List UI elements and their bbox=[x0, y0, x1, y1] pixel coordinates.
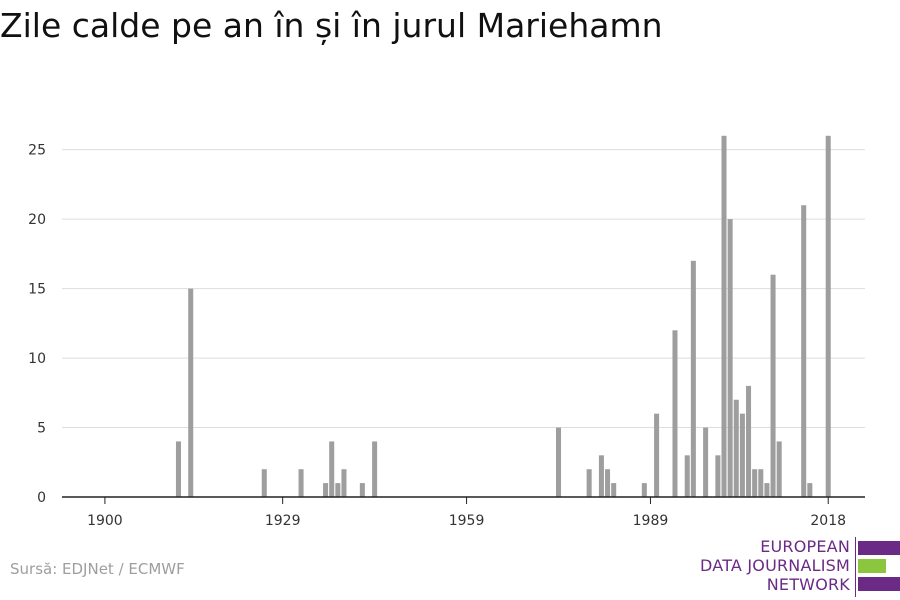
bar-2015 bbox=[807, 483, 813, 497]
bar-1996 bbox=[690, 260, 696, 497]
bar-2005 bbox=[746, 385, 752, 497]
logo-line-1: EUROPEAN bbox=[760, 537, 850, 556]
bar-2014 bbox=[801, 205, 807, 497]
gridlines bbox=[62, 149, 865, 429]
bar-1979 bbox=[586, 469, 592, 497]
bar-2006 bbox=[752, 469, 758, 497]
logo-bar-purple-top bbox=[858, 541, 900, 555]
bar-2008 bbox=[764, 483, 770, 497]
bar-chart: 0 5 10 15 20 25 1900 1929 1959 1989 2018 bbox=[28, 135, 865, 529]
bar-1981 bbox=[598, 455, 604, 497]
bar-2000 bbox=[715, 455, 721, 497]
bar-1938 bbox=[335, 483, 341, 497]
axes: 0 5 10 15 20 25 1900 1929 1959 1989 2018 bbox=[28, 143, 865, 529]
bar-1982 bbox=[605, 469, 611, 497]
bar-1914 bbox=[188, 288, 194, 497]
bar-2002 bbox=[727, 219, 733, 497]
x-tick-label: 1959 bbox=[449, 513, 485, 529]
bar-1974 bbox=[555, 427, 562, 497]
y-tick-label: 10 bbox=[28, 351, 46, 367]
chart-title: Zile calde pe an în și în jurul Marieham… bbox=[0, 6, 663, 45]
x-tick-label: 1929 bbox=[265, 513, 301, 529]
bars bbox=[175, 135, 831, 498]
bar-2003 bbox=[733, 399, 739, 497]
x-tick-label: 2018 bbox=[810, 513, 846, 529]
y-tick-label: 0 bbox=[37, 490, 46, 506]
bar-1926 bbox=[261, 469, 267, 497]
bar-1939 bbox=[341, 469, 347, 497]
bar-1983 bbox=[611, 483, 617, 497]
x-tick-label: 1900 bbox=[87, 513, 123, 529]
logo-bar-purple-bottom bbox=[858, 577, 900, 591]
bar-2001 bbox=[721, 135, 727, 498]
bar-1944 bbox=[372, 441, 378, 497]
bar-2004 bbox=[739, 413, 745, 497]
y-tick-label: 25 bbox=[28, 143, 46, 159]
bar-1932 bbox=[298, 469, 304, 497]
bar-1936 bbox=[323, 483, 329, 497]
bar-1998 bbox=[703, 427, 709, 497]
bar-1942 bbox=[359, 483, 365, 497]
bar-1988 bbox=[641, 483, 647, 497]
logo-bar-green bbox=[858, 559, 886, 573]
bar-1912 bbox=[175, 441, 181, 497]
y-tick-label: 15 bbox=[28, 282, 46, 298]
y-tick-label: 5 bbox=[37, 421, 46, 437]
bar-2010 bbox=[776, 441, 782, 497]
bar-1995 bbox=[684, 455, 690, 497]
edjnet-logo: EUROPEAN DATA JOURNALISM NETWORK bbox=[700, 537, 900, 597]
bar-1990 bbox=[654, 413, 660, 497]
y-tick-label: 20 bbox=[28, 212, 46, 228]
logo-divider bbox=[855, 537, 856, 597]
bar-2009 bbox=[770, 274, 776, 497]
x-tick-label: 1989 bbox=[633, 513, 669, 529]
bar-1937 bbox=[329, 441, 335, 497]
bar-2018 bbox=[825, 135, 831, 498]
bar-1993 bbox=[672, 330, 678, 497]
logo-line-3: NETWORK bbox=[766, 575, 850, 594]
source-note: Sursă: EDJNet / ECMWF bbox=[10, 560, 185, 578]
bar-2007 bbox=[758, 469, 764, 497]
logo-line-2: DATA JOURNALISM bbox=[700, 556, 850, 575]
